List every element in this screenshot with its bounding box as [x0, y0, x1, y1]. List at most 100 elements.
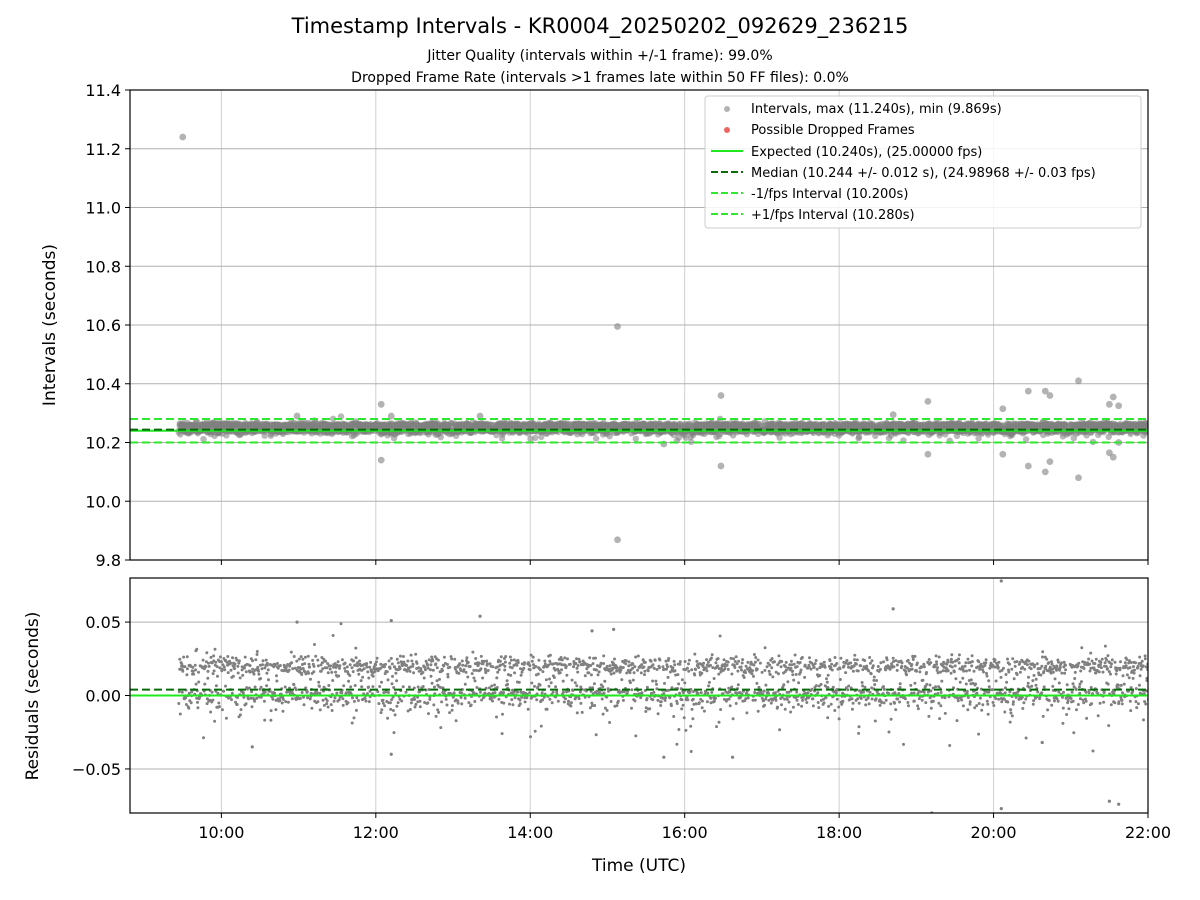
residual-point: [543, 659, 547, 663]
residual-point: [364, 699, 368, 703]
residual-point: [854, 662, 858, 666]
residual-point: [310, 706, 314, 710]
residual-point: [298, 696, 302, 700]
residual-point: [318, 691, 322, 695]
residual-point: [357, 672, 361, 676]
residual-point: [250, 705, 254, 709]
residual-point: [608, 664, 612, 668]
residual-point: [678, 662, 682, 666]
residual-point: [943, 696, 947, 700]
residual-point: [421, 685, 425, 688]
residual-point: [634, 734, 638, 738]
residual-point: [645, 697, 649, 700]
residual-point: [640, 663, 644, 667]
residual-point: [849, 661, 853, 665]
residual-point: [519, 667, 522, 671]
residual-point: [456, 701, 460, 705]
residual-point: [632, 671, 636, 675]
jitter-quality-subtitle: Jitter Quality (intervals within +/-1 fr…: [427, 48, 773, 64]
residual-point: [978, 696, 982, 700]
residual-point: [900, 664, 904, 668]
residual-point: [416, 695, 420, 699]
residual-point: [515, 663, 519, 667]
residual-point: [448, 665, 452, 669]
residual-point: [557, 669, 561, 673]
residual-point: [859, 697, 863, 700]
residual-point: [539, 724, 543, 728]
residual-point: [874, 697, 878, 701]
residual-point: [255, 650, 259, 653]
residual-point: [850, 697, 854, 701]
residual-point: [177, 702, 181, 705]
residual-point: [910, 663, 914, 666]
residual-point: [523, 661, 526, 665]
residual-point: [184, 703, 188, 706]
residual-point: [828, 659, 832, 663]
residual-point: [767, 691, 770, 695]
residual-point: [790, 663, 794, 667]
residual-point: [267, 678, 270, 682]
residual-point: [547, 684, 551, 688]
residual-point: [755, 681, 759, 685]
residual-point: [326, 705, 330, 709]
residual-point: [192, 672, 196, 676]
residual-point: [311, 658, 315, 662]
residual-point: [697, 701, 701, 705]
residual-point: [864, 703, 868, 707]
residual-point: [181, 669, 185, 673]
residual-point: [263, 690, 267, 694]
residual-point: [973, 706, 977, 710]
residual-point: [691, 717, 695, 721]
residual-point: [512, 658, 516, 662]
residual-point: [829, 702, 833, 706]
residual-point: [344, 691, 348, 695]
residual-point: [566, 657, 569, 661]
residual-point: [545, 707, 549, 711]
residual-point: [599, 661, 603, 665]
residual-point: [753, 691, 757, 694]
residual-point: [493, 691, 497, 695]
residual-point: [879, 661, 883, 665]
residual-point: [667, 657, 671, 660]
residual-point: [594, 656, 597, 660]
residual-point: [475, 686, 479, 689]
residual-point: [497, 668, 501, 672]
residual-point: [920, 665, 924, 669]
residual-point: [616, 699, 620, 703]
residual-point: [925, 671, 928, 674]
residual-point: [567, 699, 570, 703]
residual-point: [427, 712, 430, 716]
residual-point: [651, 698, 655, 702]
residual-point: [346, 701, 350, 705]
residual-point: [918, 670, 922, 674]
residual-point: [707, 684, 711, 688]
residual-point: [784, 665, 788, 669]
residual-point: [931, 699, 935, 703]
residual-point: [523, 700, 527, 704]
residual-point: [799, 668, 803, 672]
residual-point: [195, 647, 199, 651]
residual-point: [952, 670, 956, 674]
residual-point: [204, 665, 208, 669]
residual-point: [683, 660, 687, 663]
residual-point: [350, 721, 354, 725]
residual-point: [893, 701, 897, 705]
residual-point: [789, 666, 793, 670]
residual-point: [606, 687, 610, 691]
residual-point: [380, 708, 384, 712]
residual-point: [649, 659, 653, 663]
residual-point: [714, 696, 717, 700]
residual-point: [501, 712, 504, 716]
residual-point: [509, 673, 513, 677]
residual-point: [737, 659, 741, 663]
residual-point: [764, 683, 768, 687]
residual-point: [528, 664, 532, 668]
residual-point: [727, 697, 731, 701]
residual-point: [532, 663, 535, 667]
residual-point: [430, 655, 434, 659]
residual-point: [822, 660, 826, 664]
residual-point: [190, 690, 194, 694]
residual-point: [956, 696, 960, 700]
residual-point: [585, 667, 589, 671]
residual-point: [458, 662, 462, 666]
